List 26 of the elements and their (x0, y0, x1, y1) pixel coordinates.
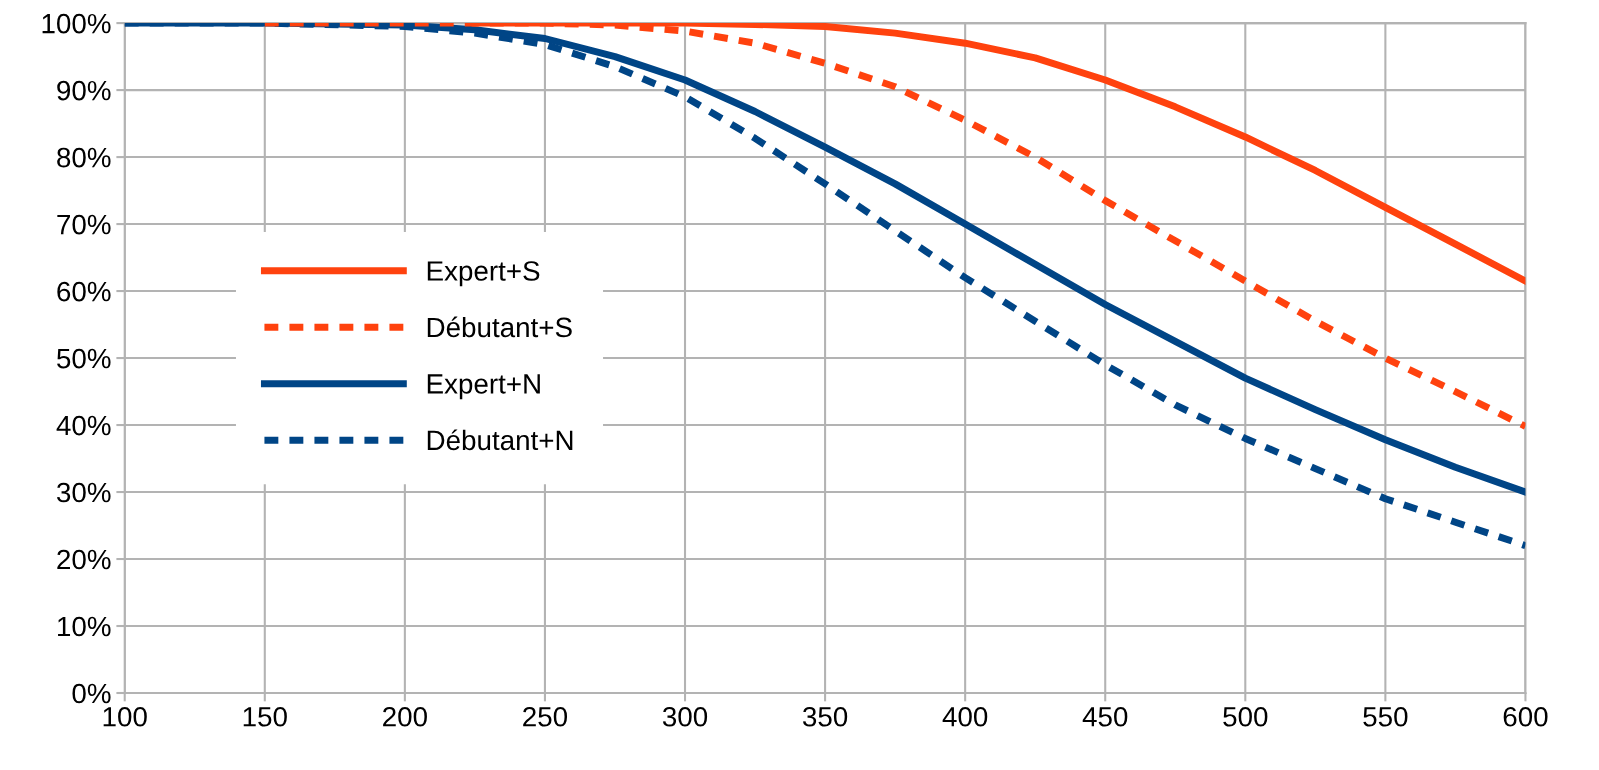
x-tick-label: 400 (942, 706, 988, 727)
x-tick-label: 200 (383, 706, 427, 727)
y-tick-label: 100% (42, 13, 111, 34)
legend-label: Débutant+N (427, 429, 573, 451)
x-tick-label: 550 (1363, 706, 1408, 727)
y-tick-label: 90% (57, 80, 111, 101)
legend-label: Débutant+S (427, 316, 572, 338)
y-tick-label: 80% (57, 147, 111, 168)
y-tick-label: 70% (57, 214, 111, 235)
y-tick-label: 10% (58, 616, 111, 637)
legend-label: Expert+S (427, 261, 540, 287)
y-tick-label: 20% (57, 549, 111, 570)
x-tick-label: 150 (243, 706, 287, 727)
x-tick-label: 600 (1503, 706, 1548, 727)
x-tick-label: 100 (103, 706, 147, 727)
legend-label: Expert+N (427, 374, 540, 400)
y-tick-label: 30% (56, 482, 111, 503)
x-tick-label: 450 (1082, 706, 1128, 727)
x-tick-label: 500 (1223, 706, 1268, 727)
y-tick-label: 0% (72, 683, 111, 704)
y-tick-label: 50% (57, 348, 111, 369)
x-tick-label: 250 (523, 706, 568, 727)
y-tick-label: 60% (57, 281, 111, 302)
x-tick-label: 350 (802, 706, 848, 727)
x-tick-label: 300 (662, 706, 708, 727)
y-tick-label: 40% (56, 415, 111, 436)
